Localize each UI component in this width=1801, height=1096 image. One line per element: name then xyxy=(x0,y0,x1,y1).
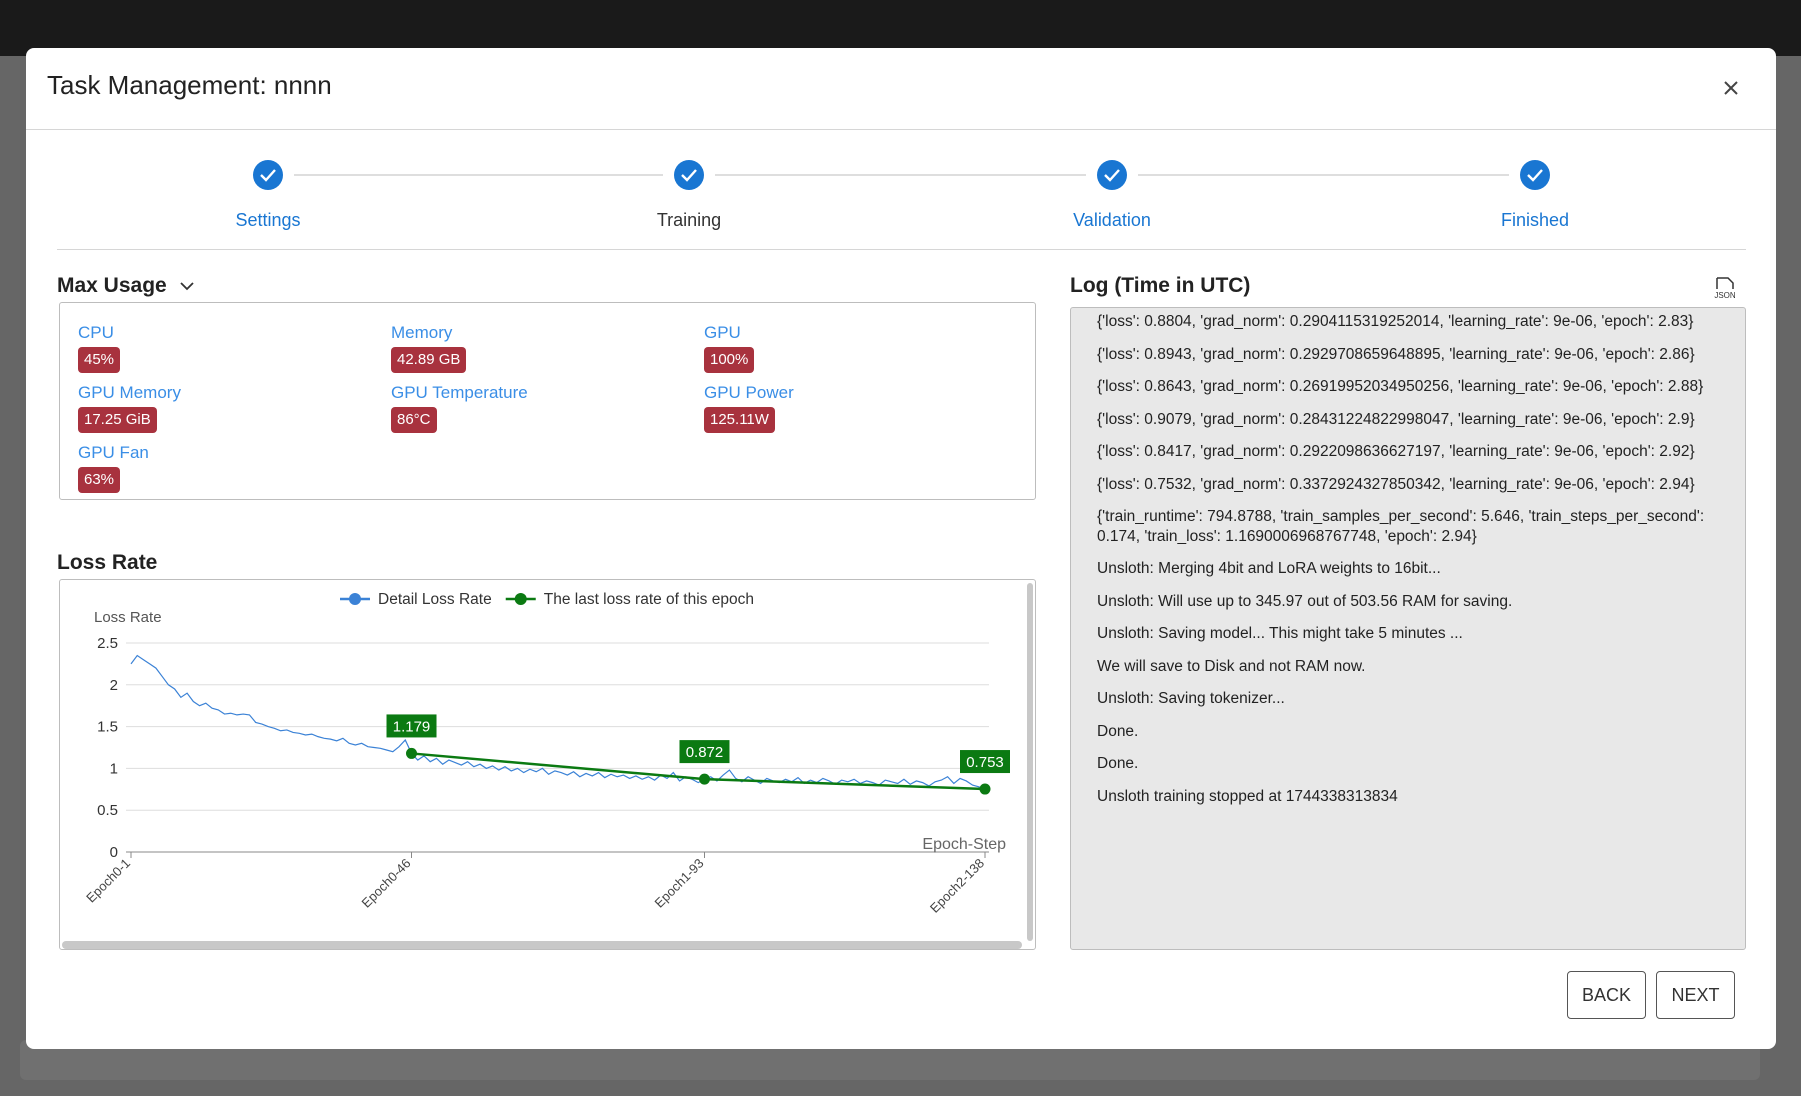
value-label: 0.872 xyxy=(686,744,724,761)
usage-badge: 45% xyxy=(78,347,121,373)
usage-label: CPU xyxy=(78,323,114,342)
y-tick-label: 0 xyxy=(110,844,118,861)
x-tick-label: Epoch2-138 xyxy=(927,856,987,916)
chart-panel: 0 0.5 1 1.5 2 2.5 Loss Rate Epoch-Step Epoch0-1 E… xyxy=(59,579,1036,950)
y-tick-label: 2 xyxy=(110,677,118,694)
y-tick-label: 1.5 xyxy=(97,719,118,736)
stepper: Settings Training Validation Finished xyxy=(26,48,1776,248)
log-line: Unsloth: Saving model... This might take… xyxy=(1097,625,1463,642)
usage-label: GPU xyxy=(704,323,741,342)
log-panel: {'loss': 0.8804, 'grad_norm': 0.29041153… xyxy=(1070,307,1746,950)
epoch-loss-point xyxy=(406,747,418,759)
log-line: {'loss': 0.9079, 'grad_norm': 0.28431224… xyxy=(1097,410,1695,428)
log-line: Unsloth: Merging 4bit and LoRA weights t… xyxy=(1097,560,1441,577)
log-line: {'train_runtime': 794.8788, 'train_sampl… xyxy=(1097,508,1705,545)
y-tick-label: 2.5 xyxy=(97,635,118,652)
value-label: 0.753 xyxy=(966,754,1004,771)
json-download-icon[interactable]: JSON xyxy=(1712,276,1738,302)
value-label-box xyxy=(679,740,730,764)
x-axis-title: Epoch-Step xyxy=(922,836,1006,853)
step-check xyxy=(1527,169,1543,182)
step-icon xyxy=(253,160,283,190)
step-label: Training xyxy=(656,210,722,230)
legend-label: Detail Loss Rate xyxy=(378,591,492,608)
next-button[interactable]: NEXT xyxy=(1656,971,1735,1019)
step-icon xyxy=(1520,160,1550,190)
x-tick-label: Epoch1-93 xyxy=(652,856,707,911)
usage-panel: CPU 45% Memory 42.89 GB GPU 100% GPU Memory 17.… xyxy=(59,302,1036,500)
svg-text:JSON: JSON xyxy=(1714,291,1736,300)
step-icon xyxy=(1097,160,1127,190)
y-axis-title: Loss Rate xyxy=(94,609,162,626)
modal-title: Task Management: nnnn xyxy=(47,70,332,100)
epoch-loss-segment xyxy=(704,777,986,791)
close-button[interactable] xyxy=(1716,73,1746,103)
usage-badge: 100% xyxy=(704,347,755,373)
step-check xyxy=(260,169,276,182)
scrollbar xyxy=(1027,583,1033,941)
usage-badge: 17.25 GiB xyxy=(78,407,157,433)
log-line: {'loss': 0.8417, 'grad_norm': 0.29220986… xyxy=(1097,443,1695,460)
value-label-box xyxy=(386,714,437,738)
y-tick-label: 0.5 xyxy=(97,802,118,819)
usage-badge: 86°C xyxy=(391,407,437,433)
log-line: {'loss': 0.8643, 'grad_norm': 0.26919952… xyxy=(1097,378,1704,395)
modal: Task Management: nnnn Settings Training Va… xyxy=(26,48,1776,1049)
value-label: 1.179 xyxy=(393,718,431,735)
dropdown-toggle[interactable] xyxy=(179,280,195,292)
divider xyxy=(26,129,1776,130)
top-bar xyxy=(0,0,1801,56)
step-label: Finished xyxy=(1500,210,1570,230)
usage-badge: 42.89 GB xyxy=(391,347,467,373)
legend-marker xyxy=(349,593,361,605)
log-line: {'loss': 0.7532, 'grad_norm': 0.33729243… xyxy=(1097,475,1695,493)
usage-label: Memory xyxy=(391,323,453,342)
max-usage-title: Max Usage xyxy=(57,274,167,297)
usage-badge: 63% xyxy=(78,467,121,493)
legend-label: The last loss rate of this epoch xyxy=(544,591,754,608)
usage-label: GPU Memory xyxy=(78,383,181,402)
log-title: Log (Time in UTC) xyxy=(1070,274,1251,297)
log-line: Done. xyxy=(1097,722,1139,740)
loss-rate-title: Loss Rate xyxy=(57,551,158,574)
y-tick-label: 1 xyxy=(110,760,118,777)
log-line: Done. xyxy=(1097,755,1139,772)
step-icon xyxy=(674,160,704,190)
log-line: Unsloth training stopped at 174433831383… xyxy=(1097,787,1398,805)
step-label: Validation xyxy=(1073,210,1151,230)
epoch-loss-segment xyxy=(411,752,705,781)
log-line: We will save to Disk and not RAM now. xyxy=(1097,657,1366,675)
stepper-graphics xyxy=(253,160,1550,190)
value-label-box xyxy=(960,750,1010,774)
log-line: Unsloth: Will use up to 345.97 out of 50… xyxy=(1097,592,1513,610)
log-line: {'loss': 0.8943, 'grad_norm': 0.29297086… xyxy=(1097,345,1695,363)
back-button[interactable]: BACK xyxy=(1567,971,1646,1019)
step-check xyxy=(1104,169,1120,182)
step-check xyxy=(681,169,697,182)
usage-label: GPU Fan xyxy=(78,443,149,462)
section-title: Max Usage xyxy=(57,274,195,298)
epoch-loss-point xyxy=(979,783,991,795)
usage-badge: 125.11W xyxy=(704,407,775,433)
log-line: Unsloth: Saving tokenizer... xyxy=(1097,690,1285,707)
epoch-loss-point xyxy=(698,773,710,785)
usage-label: GPU Temperature xyxy=(391,383,528,402)
legend-marker xyxy=(514,593,527,605)
x-tick-label: Epoch0-46 xyxy=(359,856,414,911)
step-label: Settings xyxy=(235,210,301,230)
divider xyxy=(57,249,1746,250)
chart: 0 0.5 1 1.5 2 2.5 Loss Rate Epoch-Step Epoch0-1 E… xyxy=(62,583,1033,949)
scrollbar xyxy=(62,941,1022,949)
x-tick-label: Epoch0-1 xyxy=(83,856,133,906)
usage-label: GPU Power xyxy=(704,383,794,402)
log-line: {'loss': 0.8804, 'grad_norm': 0.29041153… xyxy=(1097,313,1694,330)
detail-loss-line xyxy=(130,654,986,790)
